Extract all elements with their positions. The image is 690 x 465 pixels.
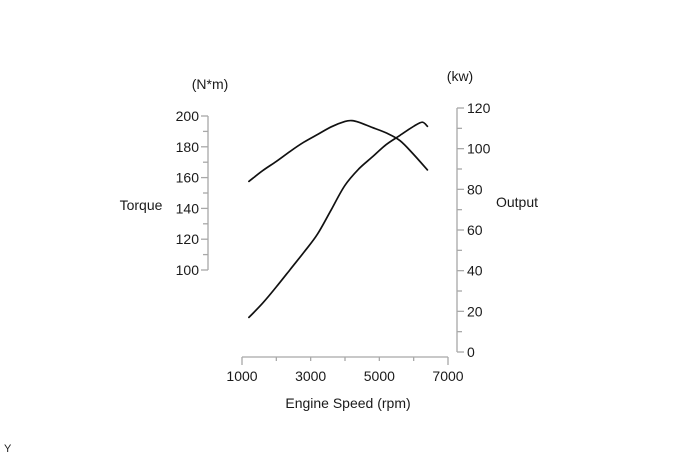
- right-axis-tick-label: 100: [467, 141, 491, 157]
- right-axis-tick-label: 120: [467, 100, 491, 116]
- right-axis-tick-label: 80: [467, 181, 483, 197]
- right-axis-tick-label: 60: [467, 222, 483, 238]
- left-axis-tick-label: 160: [176, 170, 200, 186]
- left-axis-tick-label: 100: [176, 262, 200, 278]
- right-axis-title: Output: [495, 194, 539, 210]
- right-axis-unit-label: (kw): [446, 68, 474, 84]
- right-axis-tick-label: 20: [467, 303, 483, 319]
- left-axis-tick-label: 200: [176, 108, 200, 124]
- x-axis-tick-label: 3000: [295, 368, 326, 384]
- x-axis-tick-label: 1000: [226, 368, 257, 384]
- left-axis-tick-label: 140: [176, 200, 200, 216]
- right-axis-tick-label: 0: [467, 344, 475, 360]
- left-axis-tick-label: 180: [176, 139, 200, 155]
- x-axis-tick-label: 7000: [432, 368, 463, 384]
- x-axis-tick-label: 5000: [364, 368, 395, 384]
- left-axis-tick-label: 120: [176, 231, 200, 247]
- left-axis-title: Torque: [119, 197, 163, 213]
- figure-corner-label: Y: [4, 443, 12, 455]
- torque-curve: [248, 119, 429, 183]
- right-axis-tick-label: 40: [467, 263, 483, 279]
- output-curve: [248, 121, 429, 319]
- x-axis-title: Engine Speed (rpm): [285, 395, 411, 411]
- left-axis-unit-label: (N*m): [191, 76, 229, 92]
